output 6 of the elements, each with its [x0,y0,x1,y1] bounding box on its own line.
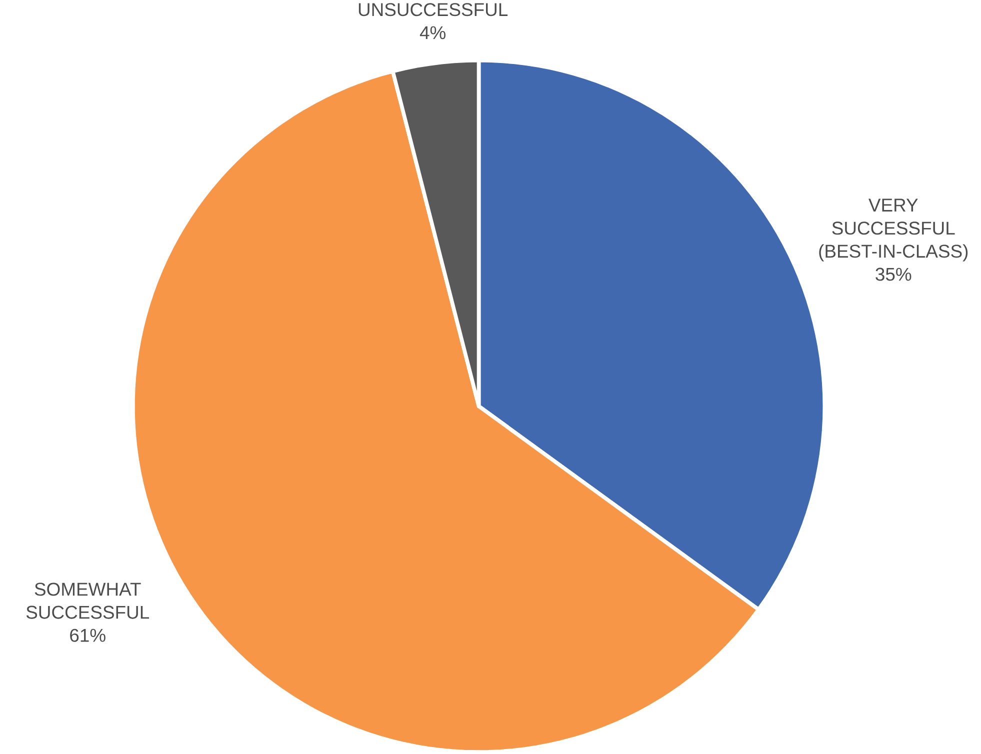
slice-label: UNSUCCESSFUL [358,3,508,16]
data-label: 61% [70,628,106,642]
slice-label: VERY SUCCESSFUL (BEST-IN-CLASS) [819,198,968,262]
slice-label: SOMEWHAT SUCCESSFUL [26,582,150,619]
data-label: 35% [876,268,912,281]
data-label: 4% [420,26,446,40]
